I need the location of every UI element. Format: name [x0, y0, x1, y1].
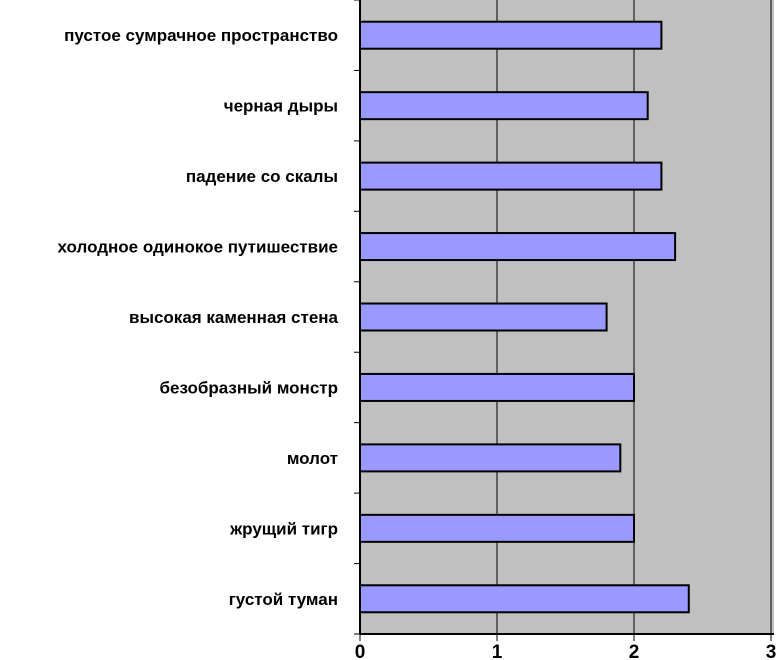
bar — [359, 161, 663, 191]
bar — [359, 20, 663, 50]
bar — [359, 443, 622, 473]
bar — [359, 513, 635, 543]
bar — [359, 584, 690, 614]
category-label: молот — [287, 449, 338, 468]
x-tick-label: 3 — [766, 642, 777, 660]
category-label: жрущий тигр — [229, 519, 338, 538]
category-label: густой туман — [229, 590, 338, 609]
category-labels: пустое сумрачное пространство черная дыры… — [58, 26, 339, 609]
bar — [359, 91, 649, 121]
bar — [359, 372, 635, 402]
axis — [354, 0, 774, 641]
x-tick-label: 0 — [355, 642, 366, 660]
bar — [359, 302, 608, 332]
tick-labels: 0 1 2 3 — [355, 642, 777, 660]
category-label: безобразный монстр — [160, 378, 339, 397]
category-label: холодное одинокое путишествие — [58, 238, 339, 257]
x-tick-label: 2 — [629, 642, 640, 660]
bars — [359, 20, 690, 614]
category-label: пустое сумрачное пространство — [64, 26, 338, 45]
category-label: черная дыры — [224, 97, 338, 116]
category-label: высокая каменная стена — [129, 308, 339, 327]
bar — [359, 232, 677, 262]
x-tick-label: 1 — [492, 642, 503, 660]
category-label: падение со скалы — [186, 167, 338, 186]
